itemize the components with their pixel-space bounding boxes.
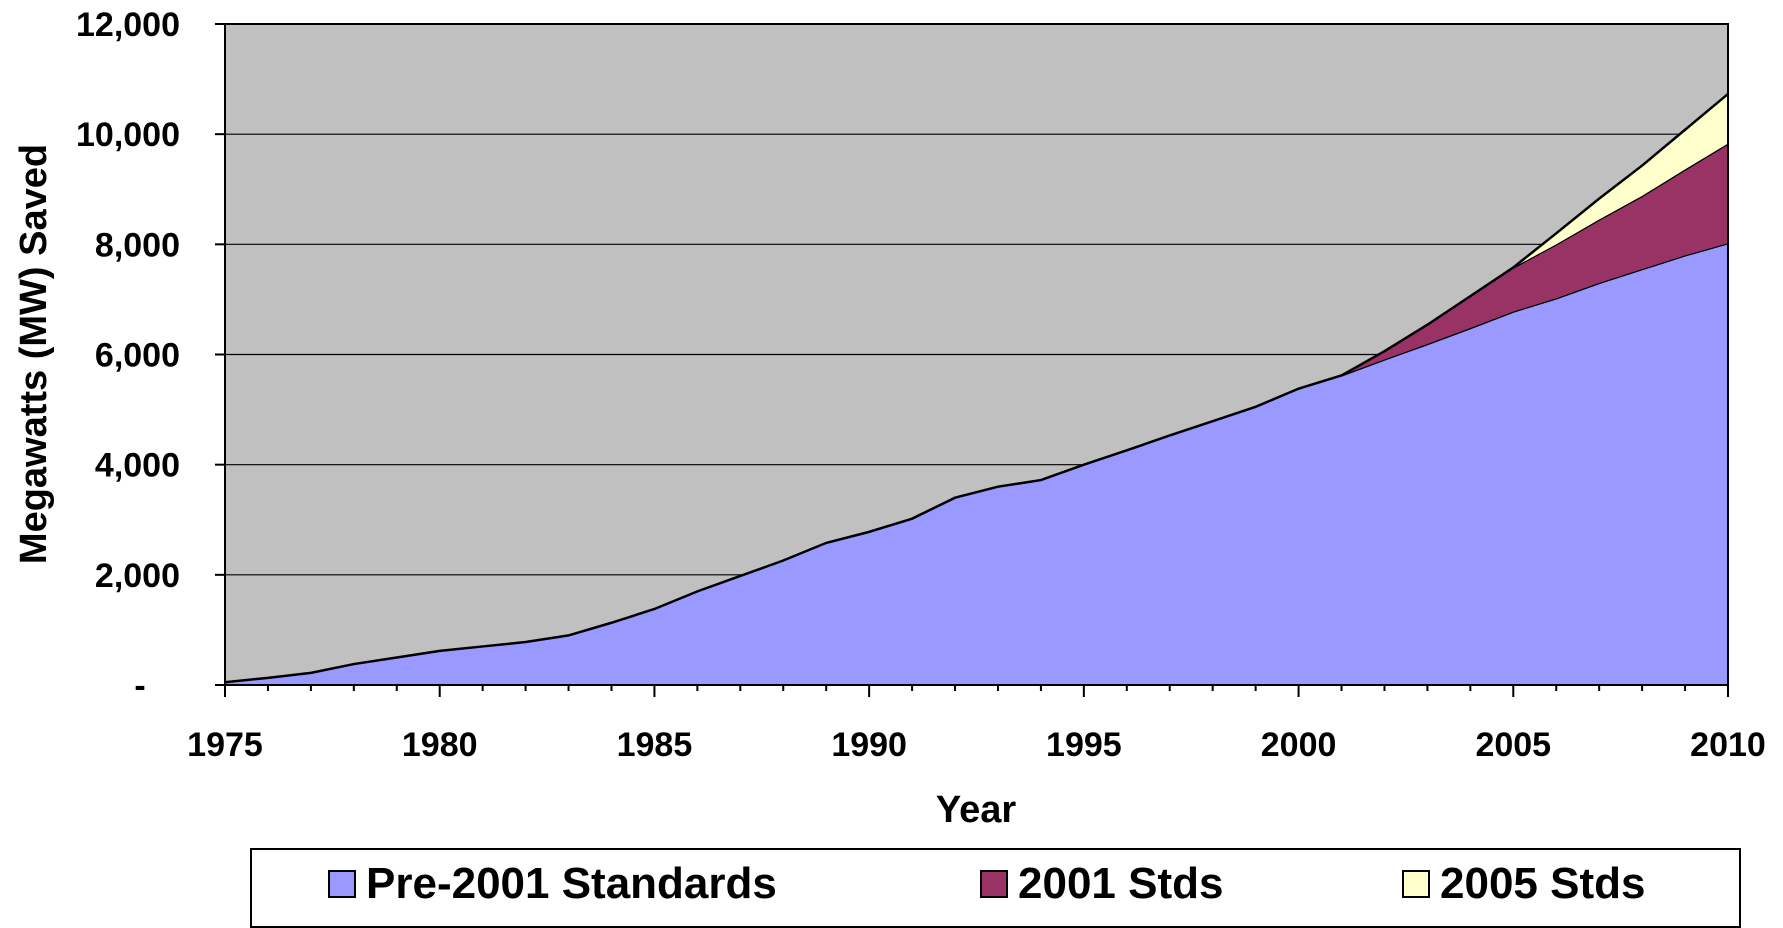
legend-swatch-2005: [1402, 870, 1430, 898]
y-tick-label: 4,000: [95, 447, 180, 485]
x-axis-title: Year: [936, 789, 1017, 831]
legend-item-2001: 2001 Stds: [980, 858, 1223, 910]
x-tick-labels: 1975 1980 1985 1990 1995 2000 2005 2010: [187, 726, 1766, 764]
legend-swatch-2001: [980, 870, 1008, 898]
x-tick-label: 2005: [1475, 726, 1551, 764]
legend-item-pre-2001: Pre-2001 Standards: [328, 858, 777, 910]
y-tick-label: -: [134, 667, 145, 705]
area-2005-stds-outline: [1512, 92, 1729, 269]
x-tick-label: 1990: [831, 726, 907, 764]
legend-label-pre-2001: Pre-2001 Standards: [366, 859, 777, 908]
x-tick-label: 2010: [1690, 726, 1766, 764]
legend: Pre-2001 Standards 2001 Stds 2005 Stds: [250, 848, 1741, 928]
y-tick-label: 8,000: [95, 226, 180, 264]
legend-swatch-pre-2001: [328, 870, 356, 898]
y-tick-labels: - 2,000 4,000 6,000 8,000 10,000 12,000: [76, 6, 180, 705]
area-pre-2001-standards: [225, 243, 1728, 686]
y-tick-label: 2,000: [95, 557, 180, 595]
axes: [215, 23, 1729, 697]
x-tick-label: 1985: [617, 726, 693, 764]
x-tick-label: 1975: [187, 726, 263, 764]
legend-label-2005: 2005 Stds: [1440, 859, 1646, 908]
y-axis-title: Megawatts (MW) Saved: [13, 144, 55, 564]
y-tick-label: 12,000: [76, 6, 180, 44]
area-layer: [224, 92, 1729, 686]
x-tick-label: 1995: [1046, 726, 1122, 764]
legend-item-2005: 2005 Stds: [1402, 858, 1645, 910]
x-tick-label: 1980: [402, 726, 478, 764]
y-tick-label: 10,000: [76, 116, 180, 154]
legend-label-2001: 2001 Stds: [1018, 859, 1224, 908]
y-tick-label: 6,000: [95, 337, 180, 375]
x-tick-label: 2000: [1261, 726, 1337, 764]
